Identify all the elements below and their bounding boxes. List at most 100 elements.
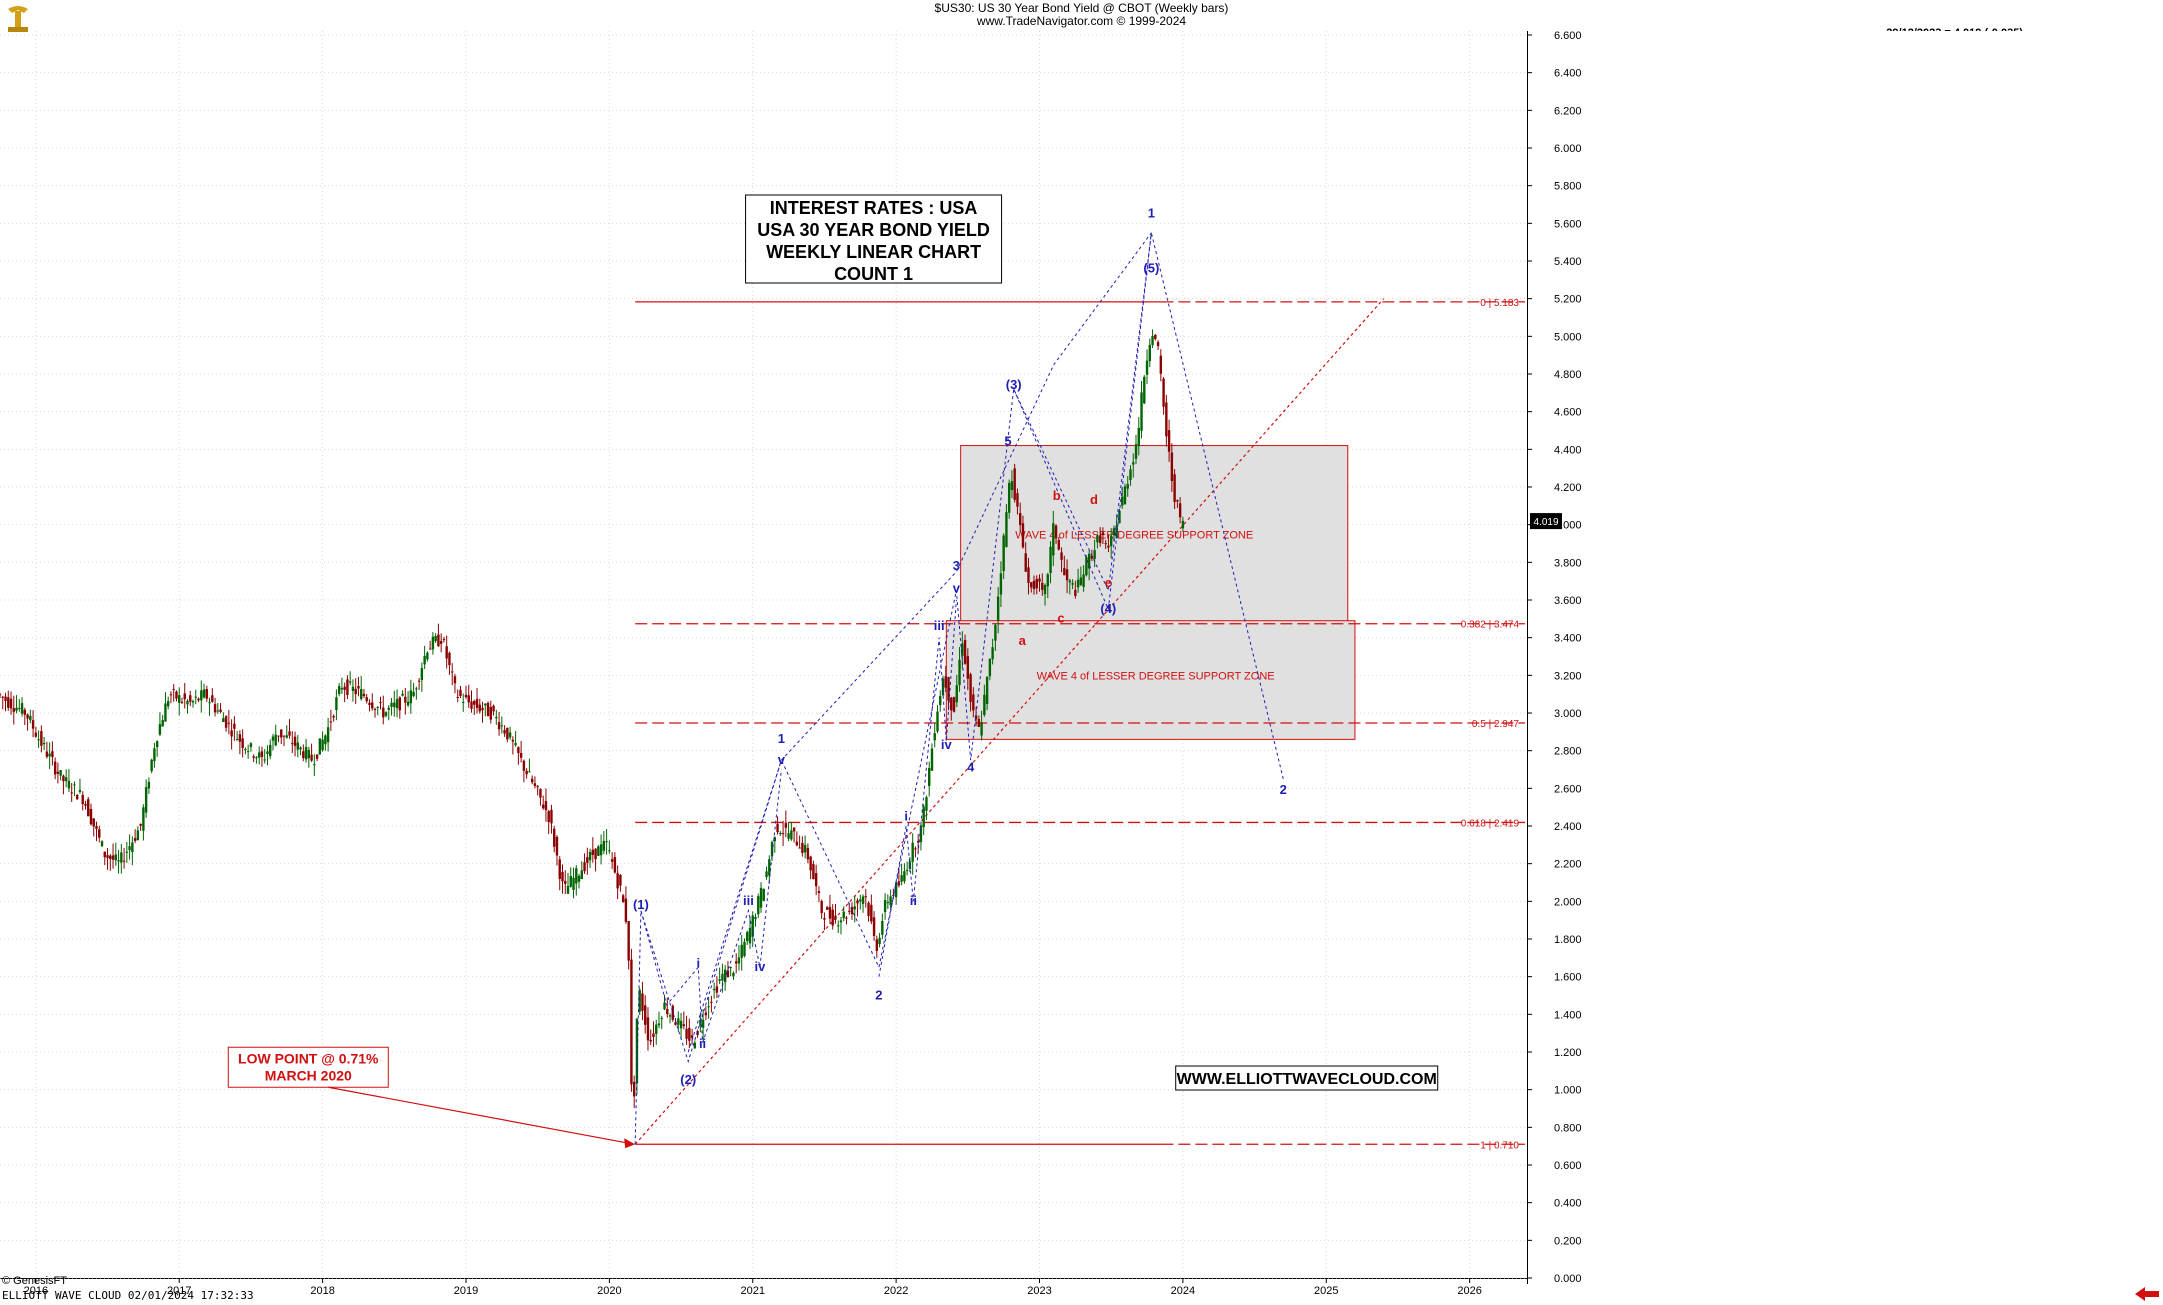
candle (1101, 532, 1105, 536)
y-tick-label: 4.800 (1554, 369, 1582, 381)
candle (872, 917, 876, 936)
candle (1016, 493, 1019, 507)
candle (859, 899, 862, 902)
candle (495, 716, 498, 719)
candle (434, 636, 437, 642)
candle (285, 735, 288, 738)
candle (536, 786, 539, 788)
candle (746, 932, 749, 942)
candle (125, 851, 129, 853)
candle (31, 720, 35, 729)
candle (216, 710, 220, 712)
candle (1121, 496, 1124, 506)
candle (315, 754, 319, 759)
candle (856, 900, 859, 904)
candle (1082, 574, 1085, 587)
candle (390, 702, 393, 707)
candle (379, 702, 382, 704)
candle (249, 743, 253, 748)
scroll-left-arrow-icon[interactable] (2135, 1287, 2159, 1301)
candle (205, 689, 208, 699)
candle (329, 721, 333, 723)
candle (428, 648, 432, 650)
wave-label: (3) (1006, 377, 1022, 392)
candle (828, 907, 832, 919)
candle (45, 751, 49, 757)
candle (944, 676, 947, 688)
candle (172, 689, 175, 691)
candle (688, 1027, 691, 1041)
candle (1002, 535, 1005, 572)
candle (969, 674, 972, 702)
candle (814, 873, 818, 887)
candle (591, 849, 595, 855)
candle (759, 887, 763, 908)
candle (48, 753, 51, 757)
candle (448, 652, 451, 666)
candle (572, 877, 575, 890)
candle (809, 856, 812, 871)
candle (51, 751, 54, 758)
wave-path (634, 232, 1284, 1145)
candle (445, 646, 448, 659)
x-tick-label: 2017 (167, 1285, 191, 1297)
y-tick-label: 2.200 (1554, 859, 1582, 871)
candle (781, 833, 785, 835)
candle (87, 799, 90, 817)
candle (693, 1042, 697, 1049)
y-tick-label: 6.200 (1554, 105, 1582, 117)
y-tick-label: 4.200 (1554, 482, 1582, 494)
candle (991, 647, 994, 660)
candle (81, 794, 84, 805)
candle (398, 697, 402, 711)
candle (597, 846, 600, 856)
wave-path (687, 232, 1152, 1053)
y-tick-label: 1.000 (1554, 1085, 1582, 1097)
candle (875, 939, 879, 951)
candle (29, 715, 32, 721)
candle (837, 925, 840, 927)
candle (169, 694, 173, 696)
candle (492, 705, 495, 712)
fib-level-label: 0 | 5.183 (1480, 298, 1519, 309)
candle (178, 695, 181, 703)
candle (547, 811, 550, 823)
candle (624, 898, 628, 922)
x-tick-label: 2024 (1171, 1285, 1195, 1297)
candle (928, 768, 931, 787)
candle (208, 702, 211, 704)
candle (304, 747, 308, 760)
trend-line (634, 298, 1385, 1145)
candle (817, 891, 821, 893)
candle (376, 707, 379, 709)
candle (150, 759, 153, 772)
candle (1068, 580, 1072, 583)
candle (64, 777, 68, 782)
candle (76, 795, 79, 800)
candle (561, 871, 564, 882)
candle (820, 901, 823, 914)
candle (158, 724, 162, 735)
candle (632, 1081, 636, 1097)
candle (522, 760, 526, 771)
y-tick-label: 1.800 (1554, 934, 1582, 946)
wave-label: iv (754, 959, 766, 974)
candle (768, 859, 771, 876)
candle (889, 896, 892, 905)
candle (202, 689, 206, 698)
candle (886, 902, 890, 904)
candle (1, 696, 4, 698)
candle (89, 808, 93, 825)
candle (806, 847, 810, 860)
candle (533, 783, 537, 786)
candle (831, 909, 834, 926)
candle (307, 749, 311, 759)
x-tick-label: 2016 (24, 1285, 48, 1297)
candle (936, 711, 939, 732)
candle (867, 902, 870, 917)
candle (271, 736, 275, 741)
candle (362, 693, 366, 697)
candle (222, 718, 225, 722)
candle (958, 659, 961, 686)
candle (514, 743, 517, 746)
